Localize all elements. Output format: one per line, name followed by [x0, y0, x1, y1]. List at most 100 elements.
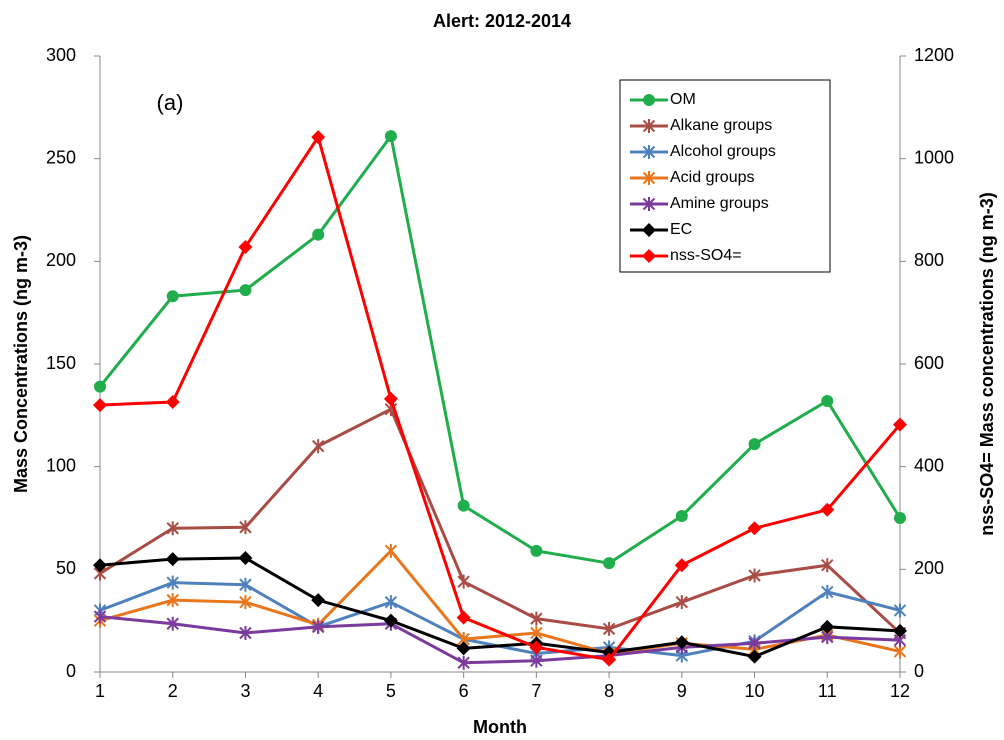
- marker: [457, 574, 470, 589]
- marker: [893, 417, 907, 432]
- marker: [93, 398, 107, 413]
- marker: [675, 509, 688, 522]
- legend-label: EC: [670, 221, 692, 238]
- marker: [311, 593, 326, 608]
- y2-tick-label: 800: [914, 250, 944, 270]
- chart-title: Alert: 2012-2014: [433, 11, 571, 31]
- marker: [530, 611, 543, 626]
- series-line: [99, 615, 901, 665]
- marker: [643, 94, 655, 106]
- marker: [893, 623, 907, 638]
- marker: [821, 394, 834, 407]
- x-tick-label: 7: [531, 681, 541, 701]
- marker: [893, 603, 907, 618]
- marker: [383, 613, 398, 628]
- y2-tick-label: 400: [914, 455, 944, 475]
- marker: [238, 239, 253, 254]
- marker: [93, 609, 107, 624]
- marker: [166, 575, 179, 590]
- marker: [166, 593, 179, 608]
- marker: [748, 438, 761, 451]
- y2-tick-label: 0: [914, 661, 924, 681]
- x-tick-label: 9: [677, 681, 687, 701]
- marker: [602, 621, 616, 636]
- marker: [530, 544, 543, 557]
- marker: [457, 499, 470, 512]
- series-line: [99, 407, 902, 635]
- marker: [530, 653, 543, 668]
- marker: [642, 197, 656, 211]
- legend-label: nss-SO4=: [670, 247, 742, 264]
- marker: [239, 625, 252, 640]
- marker: [239, 284, 252, 297]
- marker: [748, 636, 761, 651]
- y-axis-label: Mass Concentrations (ng m-3): [11, 235, 31, 493]
- marker: [642, 119, 656, 133]
- marker: [239, 595, 252, 610]
- legend-label: Alkane groups: [670, 117, 772, 134]
- y2-tick-label: 1000: [914, 147, 954, 167]
- legend-label: Amine groups: [670, 195, 769, 212]
- marker: [239, 577, 252, 592]
- x-tick-label: 8: [604, 681, 614, 701]
- x-tick-label: 5: [386, 681, 396, 701]
- marker: [166, 521, 179, 536]
- marker: [820, 502, 835, 517]
- y-tick-label: 250: [46, 147, 76, 167]
- legend-label: Acid groups: [670, 169, 755, 186]
- legend-label: Alcohol groups: [670, 143, 776, 160]
- x-tick-label: 2: [168, 681, 178, 701]
- marker: [384, 130, 397, 143]
- series-line: [99, 548, 901, 656]
- marker: [166, 616, 179, 631]
- series-line: [99, 133, 902, 662]
- x-tick-label: 3: [240, 681, 250, 701]
- marker: [894, 512, 906, 524]
- x-tick-label: 11: [818, 681, 837, 701]
- marker: [642, 145, 656, 159]
- marker: [238, 551, 253, 566]
- series-line: [98, 132, 902, 565]
- y2-tick-label: 600: [914, 353, 944, 373]
- y-tick-label: 0: [66, 661, 76, 681]
- marker: [311, 130, 326, 145]
- marker: [456, 641, 471, 656]
- marker: [820, 619, 835, 634]
- y2-axis-label: nss-SO4= Mass concentrations (ng m-3): [977, 192, 997, 536]
- marker: [311, 619, 325, 634]
- x-tick-label: 4: [313, 681, 323, 701]
- x-axis-label: Month: [473, 717, 527, 737]
- marker: [94, 380, 106, 393]
- marker: [165, 394, 180, 409]
- legend-box: [619, 79, 831, 273]
- marker: [675, 595, 689, 610]
- marker: [166, 290, 179, 303]
- marker: [456, 610, 471, 625]
- marker: [642, 249, 656, 263]
- y2-tick-label: 200: [914, 558, 944, 578]
- marker: [821, 558, 834, 573]
- marker: [529, 640, 544, 655]
- marker: [821, 584, 834, 599]
- marker: [748, 568, 761, 583]
- marker: [93, 558, 107, 573]
- marker: [311, 439, 325, 454]
- marker: [674, 635, 689, 650]
- y-tick-label: 100: [46, 455, 76, 475]
- y-tick-label: 300: [46, 45, 76, 65]
- marker: [642, 223, 656, 237]
- x-tick-label: 6: [459, 681, 469, 701]
- x-tick-label: 10: [745, 681, 765, 701]
- marker: [457, 655, 470, 670]
- marker: [312, 228, 325, 241]
- marker: [239, 520, 252, 535]
- y-tick-label: 50: [56, 558, 76, 578]
- marker: [642, 171, 656, 185]
- marker: [384, 595, 398, 610]
- marker: [165, 552, 180, 567]
- x-tick-label: 12: [890, 681, 910, 701]
- x-tick-label: 1: [95, 681, 105, 701]
- series-line: [99, 556, 901, 659]
